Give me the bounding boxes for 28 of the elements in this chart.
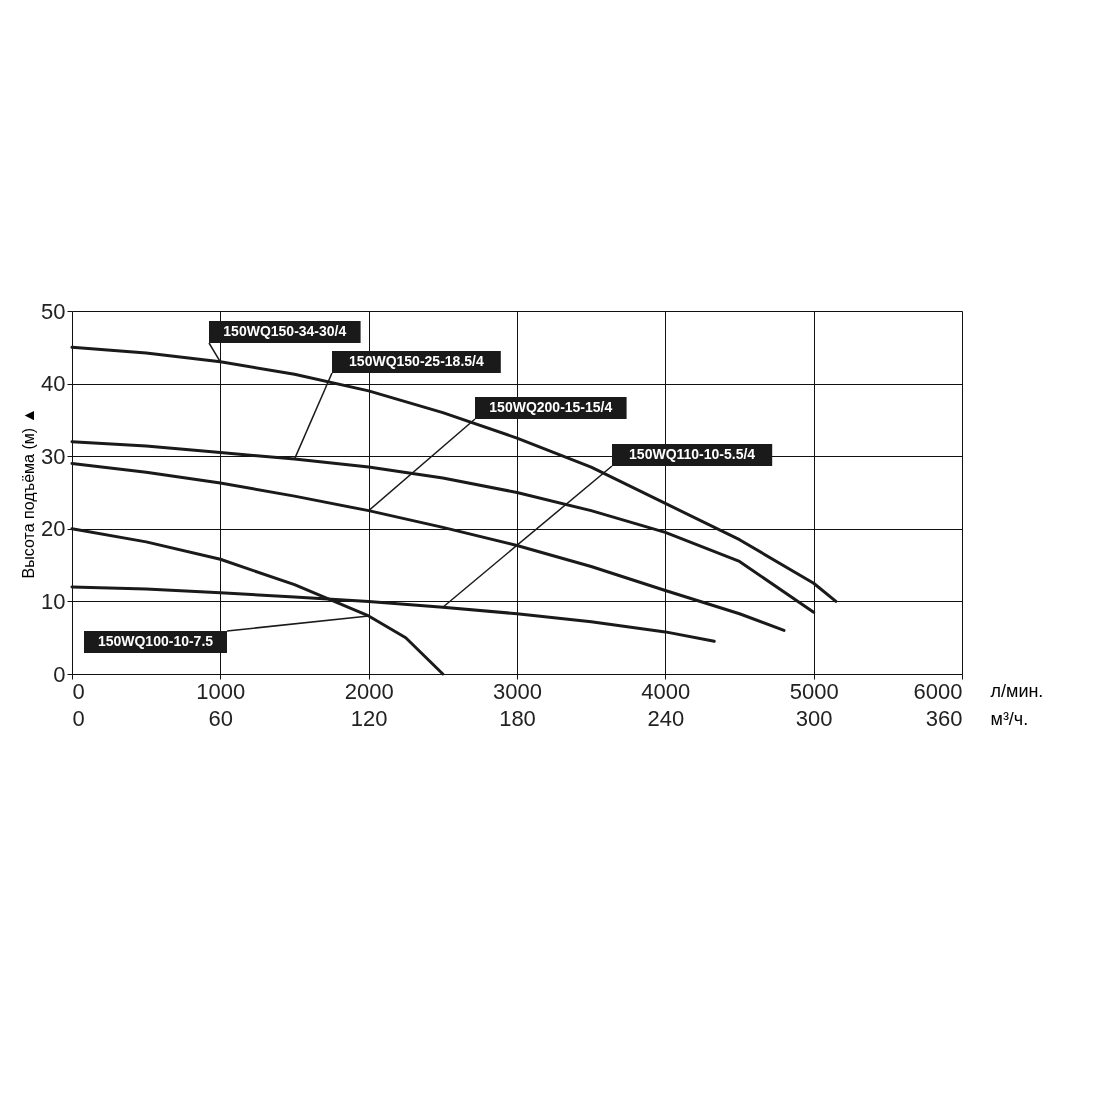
y-tick-label: 40 bbox=[41, 371, 66, 397]
text: 150WQ200-15-15/4 bbox=[489, 399, 613, 415]
y-tick-label: 10 bbox=[41, 588, 66, 614]
x-tick-label: 4000 bbox=[641, 678, 691, 704]
x-axis-title: л/мин. bbox=[990, 680, 1044, 701]
x-tick-label: 6000 bbox=[913, 678, 963, 704]
x-tick-label: 2000 bbox=[344, 678, 394, 704]
x2-tick-label: 0 bbox=[72, 705, 85, 731]
y-axis-title: Высота подъёма (м) ▲ bbox=[20, 407, 38, 579]
text: 150WQ150-25-18.5/4 bbox=[349, 353, 484, 369]
y-tick-label: 20 bbox=[41, 516, 66, 542]
x2-tick-label: 300 bbox=[795, 705, 833, 731]
x2-tick-label: 60 bbox=[208, 705, 234, 731]
x-tick-label: 0 bbox=[72, 678, 85, 704]
series-label: 150WQ150-34-30/4 bbox=[223, 323, 347, 339]
x2-tick-label: 120 bbox=[350, 705, 388, 731]
x2-axis-title: м³/ч. bbox=[990, 708, 1029, 729]
x-tick-label: 5000 bbox=[789, 678, 839, 704]
x-tick-label: 1000 bbox=[196, 678, 246, 704]
y-tick-label: 30 bbox=[41, 443, 66, 469]
x2-tick-label: 240 bbox=[647, 705, 685, 731]
text: 150WQ110-10-5.5/4 bbox=[629, 446, 756, 462]
y-tick-label: 50 bbox=[41, 298, 66, 324]
x2-tick-label: 360 bbox=[925, 705, 963, 731]
x2-tick-label: 180 bbox=[499, 705, 536, 731]
x-tick-label: 3000 bbox=[493, 678, 542, 704]
text: 150WQ100-10-7.5 bbox=[97, 633, 214, 649]
y-tick-label: 0 bbox=[53, 661, 66, 687]
